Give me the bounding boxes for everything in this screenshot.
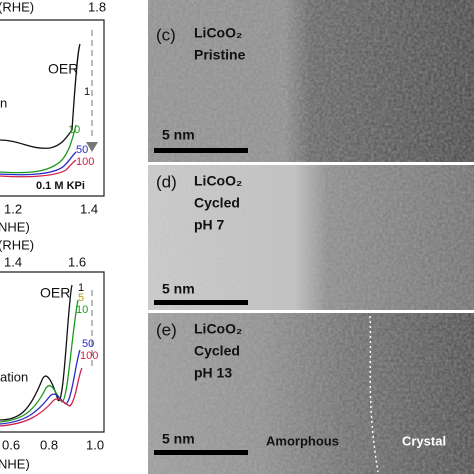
texture [148,313,474,474]
curve-label: 1 [84,86,90,98]
curve [0,367,83,427]
scale-label: 5 nm [162,431,195,447]
curve-label: 1 [78,282,84,294]
scale-bar [154,450,248,455]
tick-label: 1.0 [86,437,104,452]
curve [0,284,73,421]
curve-label: 50 [82,338,94,350]
curve-label: 100 [80,350,98,362]
panel-tag: (c) [156,25,176,44]
panel-e: (e) LiCoO₂ Cycled pH 13 5 nm Amorphous C… [148,313,474,474]
curve [0,124,77,174]
panel-tag: (d) [156,172,177,191]
curve-label: 5 [78,292,84,304]
material: LiCoO₂ [194,25,242,41]
scale-bar [154,300,248,305]
tick-label: 1.2 [4,201,22,216]
panel-tag: (e) [156,320,177,339]
panel-label: pH 13 [194,365,232,381]
panel-label: Pristine [194,47,246,63]
axis-label: NHE) [0,456,30,471]
curve [0,43,81,149]
plot-top: (RHE) 1.8 n OER 1 10 50 100 0.1 M KPi 1.… [0,0,106,234]
frame [0,19,105,197]
panel-label: Cycled [194,195,240,211]
curve [0,151,77,176]
curve-label: 100 [76,156,94,168]
tick-label: 0.6 [2,437,20,452]
label: n [0,95,7,110]
curve-label: 10 [68,124,80,136]
panel-label: Cycled [194,343,240,359]
label: OER [40,285,70,301]
curve-label: 10 [76,304,88,316]
tick-label: 1.6 [68,254,86,269]
tick-label: 1.4 [80,201,98,216]
material: LiCoO₂ [194,321,242,337]
scale-label: 5 nm [162,127,195,143]
material: LiCoO₂ [194,173,242,189]
panel-label: pH 7 [194,217,225,233]
region-label: Amorphous [266,433,339,448]
tick-label: 1.8 [88,0,106,14]
region-label: Crystal [402,433,446,448]
scale-label: 5 nm [162,281,195,297]
panel-c: (c) LiCoO₂ Pristine 5 nm [148,0,474,162]
tick-label: 1.4 [4,254,22,269]
curve [0,159,77,178]
axis-label: (RHE) [0,0,34,14]
texture [148,0,474,162]
label: OER [48,61,78,77]
axis-label: (RHE) [0,237,34,252]
arrow [86,142,98,152]
electrolyte: 0.1 M KPi [36,180,85,192]
scale-bar [154,148,248,153]
plot-bottom: (RHE) 1.4 1.6 ation OER 1 5 10 50 100 0.… [0,237,105,471]
boundary [369,315,379,473]
panel-d: (d) LiCoO₂ Cycled pH 7 5 nm [148,165,474,310]
frame [0,271,105,433]
curve [0,299,79,423]
curve [0,349,81,425]
texture [148,165,474,310]
tick-label: 0.8 [40,437,58,452]
axis-label: NHE) [0,219,30,234]
curve-label: 50 [76,144,88,156]
label: ation [0,369,28,384]
